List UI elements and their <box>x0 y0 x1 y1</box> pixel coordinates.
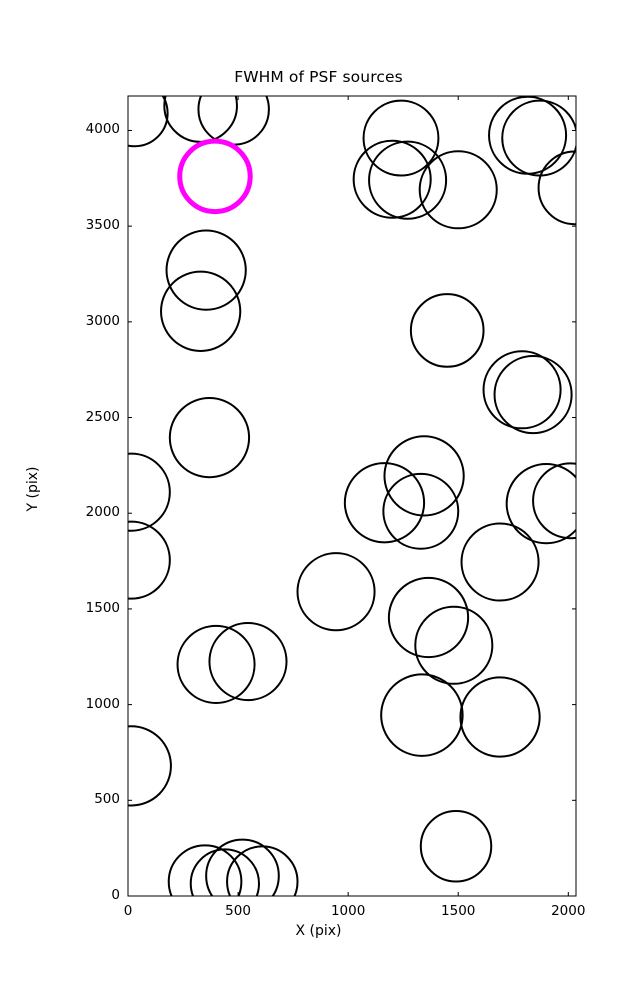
psf-source-circle <box>383 435 465 517</box>
psf-source-circle <box>128 725 172 807</box>
x-tick-label: 500 <box>225 903 251 919</box>
psf-source-circle <box>160 270 242 352</box>
psf-source-circle <box>128 96 169 148</box>
y-tick-label: 3000 <box>85 312 120 329</box>
psf-source-circle <box>296 552 376 632</box>
psf-source-circle <box>168 397 251 479</box>
psf-source-circle <box>409 293 485 368</box>
axis-ticks <box>127 96 576 897</box>
x-tick-label: 1500 <box>441 903 476 919</box>
psf-source-circle <box>167 844 243 896</box>
psf-source-circle <box>505 463 576 545</box>
psf-source-circle <box>459 676 541 758</box>
psf-source-circle <box>128 520 171 600</box>
x-tick-label: 1000 <box>330 903 366 919</box>
data-markers <box>128 96 576 896</box>
highlighted-source-circle <box>177 138 253 215</box>
y-tick-label: 2500 <box>85 408 120 425</box>
psf-source-circle <box>163 96 238 143</box>
psf-source-circle <box>352 139 432 219</box>
psf-source-circle <box>362 99 440 177</box>
y-axis-label: Y (pix) <box>25 466 41 512</box>
psf-source-circle <box>488 96 568 175</box>
y-tick-label: 1000 <box>85 695 120 712</box>
psf-source-circle <box>380 673 464 757</box>
psf-source-circle <box>368 140 448 220</box>
y-tick-label: 4000 <box>85 121 120 138</box>
psf-source-circle <box>176 624 256 704</box>
psf-source-circle <box>205 838 280 896</box>
psf-source-circle <box>189 848 260 896</box>
psf-source-circle <box>460 522 540 602</box>
y-tick-label: 0 <box>111 887 120 903</box>
psf-source-circle <box>537 150 576 226</box>
y-tick-label: 2000 <box>85 504 120 521</box>
psf-source-circle <box>493 355 573 435</box>
y-tick-label: 3500 <box>85 217 120 234</box>
psf-source-circle <box>226 845 299 896</box>
x-tick-label: 2000 <box>551 903 586 919</box>
psf-source-circle <box>128 452 171 532</box>
psf-source-circle <box>387 576 470 659</box>
psf-source-circle <box>382 472 460 550</box>
y-tick-label: 500 <box>94 791 120 808</box>
psf-source-circle <box>197 96 270 146</box>
x-tick-label: 0 <box>123 903 133 919</box>
psf-source-circle <box>343 462 426 544</box>
psf-source-circle <box>208 622 288 702</box>
psf-source-circle <box>419 810 493 883</box>
chart-title: FWHM of PSF sources <box>234 68 403 86</box>
psf-source-circle <box>165 229 247 311</box>
x-axis-label: X (pix) <box>295 923 342 939</box>
psf-source-circle <box>482 350 562 430</box>
y-tick-label: 1500 <box>85 599 120 616</box>
axes-frame <box>127 95 577 897</box>
psf-source-circle <box>414 605 494 685</box>
psf-source-circle <box>532 462 576 540</box>
psf-source-circle <box>418 150 498 230</box>
